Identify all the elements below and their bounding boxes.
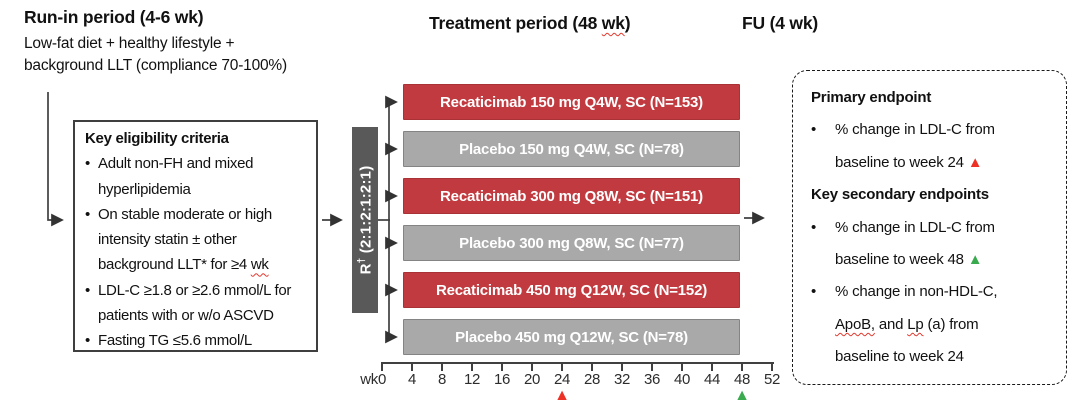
axis-tick [591, 362, 593, 371]
eligibility-title-line: Key eligibility criteria [85, 130, 229, 147]
runin-period-title: Run-in period (4-6 wk) [24, 7, 204, 27]
arm-label: Placebo 300 mg Q8W, SC (N=77) [459, 234, 684, 252]
axis-tick-label: 40 [673, 371, 691, 388]
bullet-icon: • [85, 281, 90, 299]
endpoint-cont-line: baseline to week 24 ▲ [835, 153, 983, 171]
endpoint-cont-line: ApoB, and Lp (a) from [835, 315, 979, 333]
endpoint-bullet-line: •% change in LDL-C from [811, 114, 1056, 146]
endpoint-title-line: Primary endpoint [811, 89, 932, 106]
axis-tick [381, 362, 383, 371]
runin-line-2: background LLT (compliance 70-100%) [24, 56, 287, 74]
axis-tick-label: 20 [523, 371, 541, 388]
axis-tick-label: 24 [553, 371, 571, 388]
followup-period-title: FU (4 wk) [742, 13, 818, 33]
axis-tick [741, 362, 743, 371]
axis-tick [651, 362, 653, 371]
treatment-arm-bar: Recaticimab 150 mg Q4W, SC (N=153) [403, 84, 740, 120]
axis-tick-label: 48 [733, 371, 751, 388]
placebo-arm-bar: Placebo 300 mg Q8W, SC (N=77) [403, 225, 740, 261]
bullet-icon: • [85, 155, 90, 173]
axis-tick [681, 362, 683, 371]
eligibility-cont-line: background LLT* for ≥4 wk [98, 256, 269, 274]
eligibility-bullet-line: • LDL-C ≥1.8 or ≥2.6 mmol/L for [85, 278, 310, 303]
bullet-icon: • [85, 205, 90, 223]
arm-label: Recaticimab 150 mg Q4W, SC (N=153) [440, 93, 703, 111]
arm-label: Placebo 150 mg Q4W, SC (N=78) [459, 140, 684, 158]
endpoint-bullet-line: •% change in non-HDL-C, [811, 276, 1056, 308]
eligibility-bullet-line: • Fasting TG ≤5.6 mmol/L [85, 328, 310, 353]
endpoint-bullet-line: •% change in LDL-C from [811, 212, 1056, 244]
treatment-period-title: Treatment period (48 wk) [429, 13, 631, 33]
axis-tick [621, 362, 623, 371]
axis-line [382, 362, 774, 364]
endpoint-cont-line: baseline to week 24 [835, 348, 964, 366]
axis-tick [711, 362, 713, 371]
axis-tick-label: 16 [493, 371, 511, 388]
runin-period-description: Low-fat diet + healthy lifestyle + backg… [24, 33, 344, 76]
bullet-icon: • [85, 332, 90, 350]
placebo-arm-bar: Placebo 450 mg Q12W, SC (N=78) [403, 319, 740, 355]
arm-label: Placebo 450 mg Q12W, SC (N=78) [455, 328, 688, 346]
secondary-endpoint-week-marker: ▲ [734, 387, 750, 404]
axis-tick-label: 28 [583, 371, 601, 388]
eligibility-criteria-box: Key eligibility criteria • Adult non-FH an… [73, 120, 318, 352]
axis-tick-label: 52 [763, 371, 781, 388]
endpoint-triangle-icon: ▲ [967, 153, 983, 171]
primary-endpoint-week-marker: ▲ [554, 387, 570, 404]
axis-tick [771, 362, 773, 371]
axis-tick-label: 12 [463, 371, 481, 388]
endpoint-triangle-icon: ▲ [967, 251, 983, 269]
axis-tick [531, 362, 533, 371]
endpoint-cont-line: baseline to week 48 ▲ [835, 251, 983, 269]
axis-tick-label: 0 [377, 371, 387, 388]
eligibility-bullet-line: • On stable moderate or high [85, 202, 310, 227]
axis-tick [471, 362, 473, 371]
eligibility-cont-line: intensity statin ± other [98, 231, 237, 249]
eligibility-cont-line: hyperlipidemia [98, 180, 191, 198]
arm-label: Recaticimab 450 mg Q12W, SC (N=152) [435, 281, 708, 299]
randomization-bar: R† (2:1:2:1:2:1) [352, 127, 378, 313]
bullet-icon: • [811, 218, 817, 236]
bullet-icon: • [811, 283, 817, 301]
eligibility-cont-line: patients with or w/o ASCVD [98, 307, 274, 325]
axis-tick [501, 362, 503, 371]
axis-tick-label: 36 [643, 371, 661, 388]
endpoints-box: Primary endpoint •% change in LDL-C from b… [792, 70, 1067, 385]
endpoint-title-line: Key secondary endpoints [811, 186, 989, 204]
axis-tick-label: 44 [703, 371, 721, 388]
treatment-arm-bar: Recaticimab 300 mg Q8W, SC (N=151) [403, 178, 740, 214]
axis-unit-label: wk [360, 371, 378, 388]
bullet-icon: • [811, 121, 817, 139]
treatment-arm-bar: Recaticimab 450 mg Q12W, SC (N=152) [403, 272, 740, 308]
runin-line-1: Low-fat diet + healthy lifestyle + [24, 35, 235, 52]
placebo-arm-bar: Placebo 150 mg Q4W, SC (N=78) [403, 131, 740, 167]
eligibility-bullet-line: • Adult non-FH and mixed [85, 151, 310, 176]
axis-tick [411, 362, 413, 371]
randomization-label: R† (2:1:2:1:2:1) [356, 165, 374, 275]
axis-tick-label: 8 [437, 371, 447, 388]
axis-tick [441, 362, 443, 371]
arm-label: Recaticimab 300 mg Q8W, SC (N=151) [440, 187, 703, 205]
axis-tick-label: 4 [407, 371, 417, 388]
axis-tick [561, 362, 563, 371]
axis-tick-label: 32 [613, 371, 631, 388]
